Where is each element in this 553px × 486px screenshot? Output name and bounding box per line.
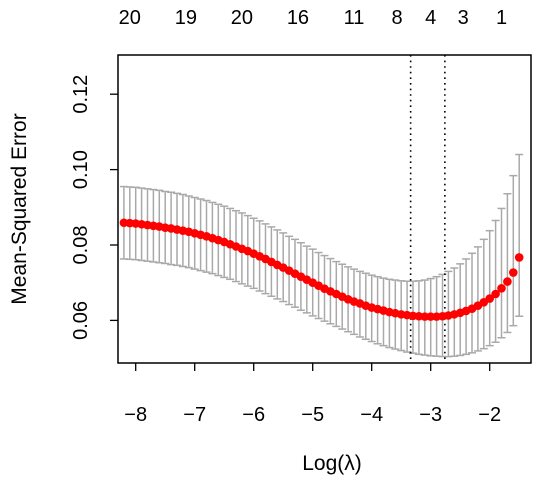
y-tick-label: 0.08 <box>70 226 92 265</box>
x-tick-label: −5 <box>301 404 324 426</box>
error-bar <box>468 252 476 354</box>
top-axis-label: 11 <box>344 7 365 29</box>
data-point <box>509 268 518 277</box>
top-axis-label: 1 <box>496 7 507 29</box>
error-bar <box>503 192 512 334</box>
top-axis-label: 3 <box>458 7 469 29</box>
x-axis-label: Log(λ) <box>302 452 362 475</box>
y-tick-label: 0.06 <box>70 301 92 340</box>
top-axis: 20 19 20 16 11 8 4 3 1 <box>119 7 507 29</box>
plot-frame <box>117 54 532 364</box>
x-tick-label: −6 <box>242 404 265 426</box>
x-tick-label: −2 <box>478 404 501 426</box>
data-point <box>514 253 524 262</box>
error-bar <box>473 246 482 352</box>
y-axis: 0.06 0.08 0.10 0.12 <box>70 75 118 340</box>
error-bars <box>119 153 524 358</box>
error-bar <box>462 258 471 356</box>
top-axis-label: 16 <box>287 7 309 29</box>
error-bar <box>497 207 506 339</box>
top-axis-label: 20 <box>231 7 253 29</box>
top-axis-label: 19 <box>175 7 197 29</box>
data-point <box>503 277 512 286</box>
mse-points <box>119 218 524 321</box>
reference-lines <box>409 55 446 363</box>
error-bar <box>509 174 518 327</box>
data-point <box>491 289 500 299</box>
y-tick-label: 0.12 <box>70 75 92 114</box>
x-tick-label: −3 <box>419 404 442 426</box>
error-bar <box>515 153 524 318</box>
y-axis-label: Mean-Squared Error <box>8 113 31 304</box>
data-point <box>420 312 430 321</box>
x-tick-label: −8 <box>124 404 147 426</box>
data-point <box>497 284 506 293</box>
x-axis: −8 −7 −6 −5 −4 −3 −2 <box>124 363 501 426</box>
error-bar <box>485 229 494 347</box>
y-tick-label: 0.10 <box>70 150 92 189</box>
x-tick-label: −7 <box>183 404 206 426</box>
data-point <box>485 294 495 303</box>
x-tick-label: −4 <box>360 404 383 426</box>
error-bar <box>479 238 488 350</box>
top-axis-label: 8 <box>392 7 403 29</box>
top-axis-label: 4 <box>425 7 436 29</box>
top-axis-label: 20 <box>119 7 141 29</box>
error-bar <box>491 219 500 344</box>
data-point <box>426 312 436 321</box>
